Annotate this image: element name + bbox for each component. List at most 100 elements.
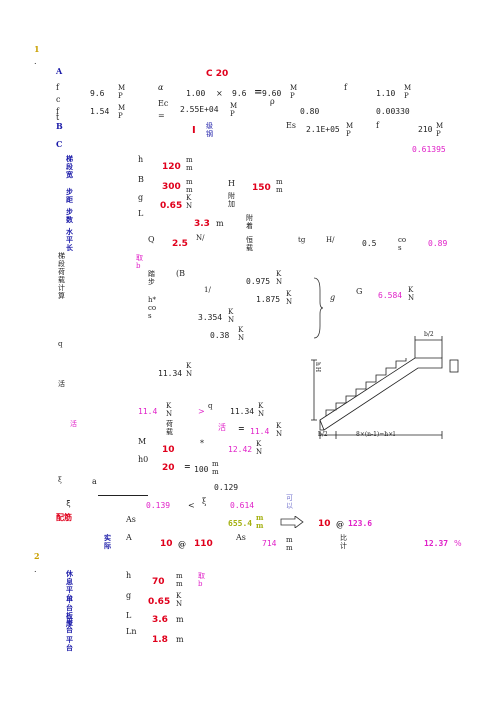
h-slash: H/ [326, 236, 335, 244]
label-width: 梯段宽 [66, 154, 73, 179]
unit-kn-c: KN [228, 308, 235, 324]
as-label-2: A [126, 533, 132, 542]
label-horizontal: 水平长 [66, 227, 73, 252]
load-114: 11.4 [138, 407, 158, 416]
es-label: Es [286, 121, 296, 130]
xi-b-value: 0.61395 [412, 145, 446, 154]
ratio-value: 12.37 [424, 539, 449, 548]
load-0975: 0.975 [246, 277, 271, 286]
h-label: h [138, 155, 144, 164]
diagram-label-d: hH [314, 362, 321, 374]
as2-value: 714 [262, 539, 277, 548]
ratio-text: 比计 [340, 534, 347, 550]
f-symbol: f [344, 83, 347, 92]
live-load-unit: N/ [196, 234, 205, 242]
s2-thickness: 70 [152, 577, 165, 587]
row-b-label: B [56, 121, 63, 131]
diagram-label-a: b/2 [424, 331, 434, 338]
live-side-label: 活 [58, 380, 65, 388]
cover-value: 20 [162, 463, 175, 473]
length-unit: m [216, 219, 224, 228]
l-label: L [138, 209, 144, 218]
label-platform-2: 平台 [66, 617, 73, 634]
live-load-value: 2.5 [172, 239, 188, 249]
additional-text: 附加 [228, 192, 235, 208]
paren-b: (B [176, 269, 185, 278]
es-value: 2.1E+05 [306, 125, 340, 134]
rho-symbol: ρ [270, 97, 275, 106]
load-038: 0.38 [210, 331, 230, 340]
step-text: 踏步 [148, 270, 155, 286]
dead-load-text: 恒载 [246, 236, 253, 252]
b-label: B [138, 175, 144, 184]
actual-label: 实际 [104, 533, 111, 550]
m-label: M [138, 437, 147, 446]
riser-value: 150 [252, 183, 271, 193]
total-dead-load: 6.584 [378, 291, 403, 300]
label-platform: 休息平台 [66, 569, 73, 602]
label-platform-3: 平台 [66, 635, 73, 652]
moment-unit: KN [256, 440, 263, 456]
section-number: 1 [34, 44, 40, 54]
times-sign: × [216, 89, 223, 98]
tg-label: tg [298, 236, 306, 244]
concrete-grade: C 20 [206, 69, 229, 79]
ft-value: 1.54 [90, 107, 110, 116]
unit-mm-3: mm [276, 178, 283, 194]
step-width-value: 300 [162, 182, 181, 192]
xi-side-label: ξ [58, 476, 62, 484]
h0-label: h0 [138, 455, 149, 464]
as2-label: As [236, 533, 246, 542]
s2-h-label: h [126, 571, 132, 580]
alpha-value: 1.00 [186, 89, 206, 98]
eq-sign-2: = [238, 423, 245, 433]
xi-value: 0.139 [146, 501, 171, 510]
fc-letter: f [56, 83, 59, 92]
ec-eq: = [158, 111, 165, 120]
load-1134b: 11.34 [230, 407, 255, 416]
rebar-label: 配筋 [56, 513, 72, 522]
c-letter: c [56, 95, 61, 104]
eq-sign-3: = [184, 461, 191, 471]
alpha-symbol: α [158, 83, 164, 92]
s2-length: 3.6 [152, 615, 168, 625]
equals-sign: = [254, 87, 263, 98]
stair-diagram [311, 336, 459, 439]
as2-unit: mm [286, 536, 293, 552]
unit-mm-2: mm [186, 178, 193, 194]
label-step: 步距 [66, 187, 73, 204]
f-letter: f [56, 107, 59, 116]
unit-kn-1: KN [186, 194, 193, 210]
load-1875: 1.875 [256, 295, 281, 304]
cos-label: cos [398, 236, 407, 252]
q1-label: q [208, 402, 213, 410]
alpha-s-value: 0.129 [214, 483, 239, 492]
ec-value: 2.55E+04 [180, 105, 219, 114]
cos-value: 0.89 [428, 239, 448, 248]
ftk-value: 1.10 [376, 89, 396, 98]
section-dot: . [34, 57, 37, 66]
unit-kn-a: KN [276, 270, 283, 286]
load-114b: 11.4 [250, 427, 270, 436]
rebar-spacing: 123.6 [348, 519, 373, 528]
steel-grade-text: 级钢 [206, 122, 213, 138]
unit-mp-2: MP [118, 104, 126, 120]
load-114-unit: KN [166, 402, 173, 418]
design-load: 11.34 [158, 369, 183, 378]
g-label: g [138, 193, 144, 202]
star: * [200, 439, 204, 448]
actual-at: @ [178, 539, 186, 549]
xi-b-compare: 0.614 [230, 501, 255, 510]
s2-take-b: 取b [198, 572, 205, 588]
s2-ln-label: Ln [126, 627, 137, 636]
unit-mp-1: MP [118, 84, 126, 100]
xi-left: ξ [66, 499, 71, 508]
s2-ln-value: 1.8 [152, 635, 168, 645]
actual-dia: 10 [160, 539, 173, 549]
ratio-half: 0.5 [362, 239, 377, 248]
g-symbol: g [330, 293, 336, 302]
q-side-label: q [58, 340, 63, 348]
as-label: As [126, 515, 136, 524]
label-platform-thick: 平台板厚 [66, 595, 73, 628]
load-text: 荷载 [166, 420, 173, 436]
